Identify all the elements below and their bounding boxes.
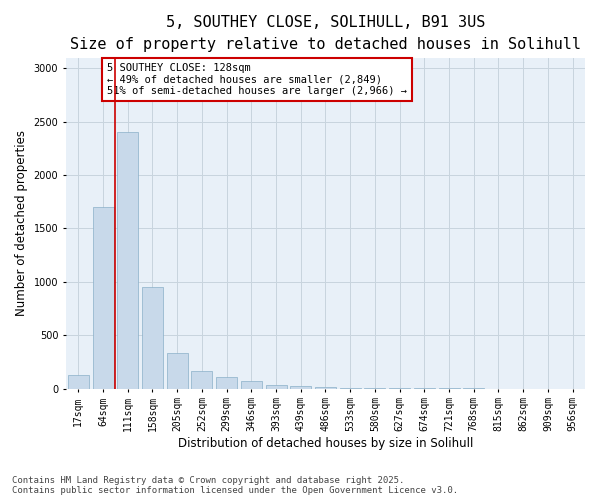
Bar: [92, 207, 113, 388]
Bar: [216, 377, 237, 388]
Bar: [68, 374, 89, 388]
Bar: [117, 132, 138, 388]
X-axis label: Distribution of detached houses by size in Solihull: Distribution of detached houses by size …: [178, 437, 473, 450]
Bar: [266, 385, 287, 388]
Text: 5 SOUTHEY CLOSE: 128sqm
← 49% of detached houses are smaller (2,849)
51% of semi: 5 SOUTHEY CLOSE: 128sqm ← 49% of detache…: [107, 63, 407, 96]
Bar: [241, 381, 262, 388]
Bar: [142, 287, 163, 388]
Text: Contains HM Land Registry data © Crown copyright and database right 2025.
Contai: Contains HM Land Registry data © Crown c…: [12, 476, 458, 495]
Y-axis label: Number of detached properties: Number of detached properties: [15, 130, 28, 316]
Bar: [290, 386, 311, 388]
Title: 5, SOUTHEY CLOSE, SOLIHULL, B91 3US
Size of property relative to detached houses: 5, SOUTHEY CLOSE, SOLIHULL, B91 3US Size…: [70, 15, 581, 52]
Bar: [191, 372, 212, 388]
Bar: [167, 354, 188, 388]
